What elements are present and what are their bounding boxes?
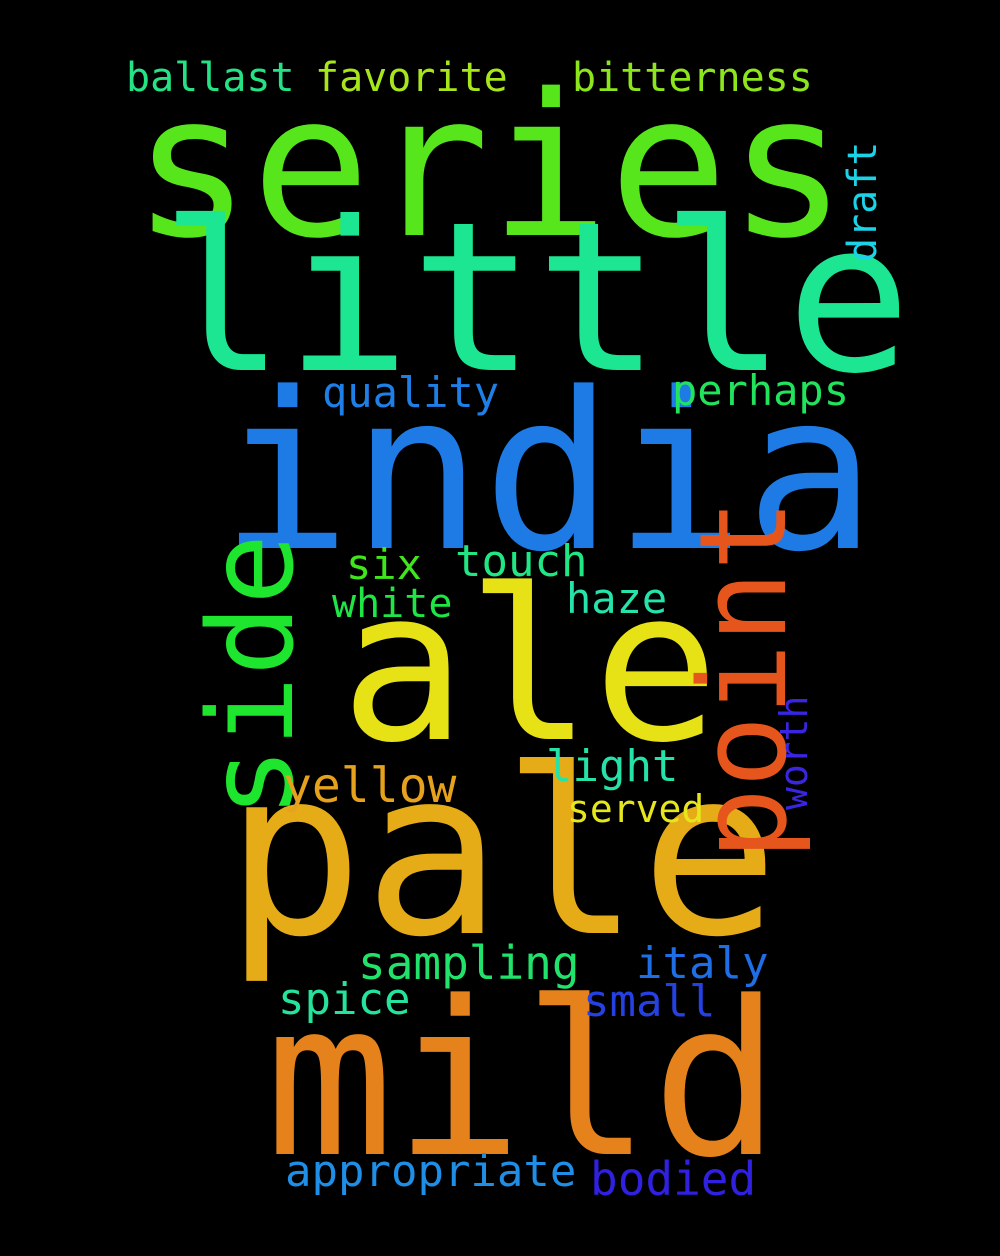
word-india: india bbox=[220, 347, 877, 600]
word-draft: draft bbox=[840, 141, 886, 262]
word-italy: italy bbox=[636, 938, 769, 989]
word-pale: pale bbox=[225, 721, 779, 988]
word-six: six bbox=[346, 540, 422, 589]
word-appropriate: appropriate bbox=[285, 1146, 577, 1197]
word-quality: quality bbox=[322, 368, 500, 417]
word-yellow: yellow bbox=[283, 758, 457, 814]
word-favorite: favorite bbox=[315, 55, 508, 101]
word-ballast: ballast bbox=[126, 55, 295, 101]
word-served: served bbox=[567, 787, 705, 831]
word-series: series bbox=[132, 51, 848, 282]
word-haze: haze bbox=[566, 574, 668, 623]
word-small: small bbox=[583, 976, 716, 1027]
word-little: little bbox=[160, 178, 912, 420]
word-mild: mild bbox=[265, 956, 781, 1205]
word-worth: worth bbox=[772, 695, 816, 810]
word-touch: touch bbox=[455, 536, 588, 587]
word-sampling: sampling bbox=[358, 936, 580, 990]
word-bodied: bodied bbox=[590, 1152, 757, 1206]
word-ale: ale bbox=[340, 544, 720, 789]
word-light: light bbox=[546, 741, 679, 792]
word-bitterness: bitterness bbox=[572, 55, 813, 101]
word-perhaps: perhaps bbox=[672, 366, 850, 415]
word-spice: spice bbox=[278, 974, 411, 1025]
word-white: white bbox=[332, 581, 453, 627]
